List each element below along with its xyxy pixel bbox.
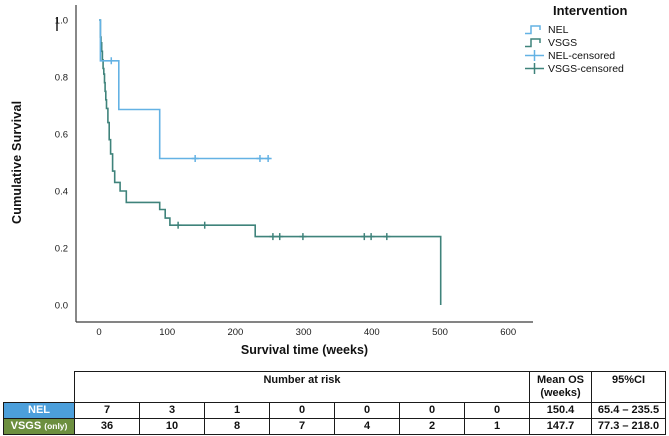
censored-plus-icon [525,50,544,61]
x-tick-label: 600 [500,327,516,338]
legend-item-label: VSGS-censored [548,62,624,75]
risk-count-cell: 8 [204,418,270,435]
row-label-vsgs: VSGS (only) [3,418,75,435]
survival-curve-nel [99,19,271,160]
legend-title: Intervention [553,3,628,18]
legend-item-nel-censored: NEL-censored [524,49,669,62]
risk-count-cell: 4 [334,418,400,435]
y-tick-label: 0.8 [55,73,68,84]
ci-cell: 65.4 – 235.5 [591,402,666,419]
y-tick-label: 0.4 [55,187,68,198]
risk-row-vsgs: VSGS (only) 36 10 8 7 4 2 1 147.7 77.3 – 218.0 [3,418,666,435]
x-tick-label: 100 [159,327,175,338]
header-mean-os-line1: Mean OS [536,374,585,386]
km-plot: 0 100 200 300 400 500 600 0.0 0.2 0.4 0.6 0.8 1.0 [55,5,533,338]
y-tick-label: 0.2 [55,244,68,255]
x-tick-label: 0 [96,327,101,338]
mean-os-cell: 147.7 [529,418,592,435]
risk-count-cell: 7 [74,402,140,419]
legend: Intervention NEL VSGS NEL-censored VSGS-cen… [524,3,669,75]
y-tick-label: 0.0 [55,301,68,312]
ci-cell: 77.3 – 218.0 [591,418,666,435]
y-axis-title: Cumulative Survival [10,100,24,225]
legend-item-label: NEL [548,23,569,36]
step-line-icon [525,25,541,35]
risk-row-nel: NEL 7 3 1 0 0 0 0 150.4 65.4 – 235.5 [3,402,666,419]
risk-count-cell: 10 [139,418,205,435]
header-mean-os-line2: (weeks) [540,387,581,399]
y-tick-label: 1.0 [55,16,68,27]
risk-table: Number at risk Mean OS (weeks) 95%CI NEL 7 3 1 0… [3,371,666,435]
risk-count-cell: 2 [399,418,465,435]
x-tick-label: 500 [432,327,448,338]
row-label-nel: NEL [3,402,75,419]
legend-item-label: NEL-censored [548,49,616,62]
risk-count-cell: 3 [139,402,205,419]
header-number-at-risk: Number at risk [74,371,530,403]
survival-curve-vsgs [99,19,442,305]
table-corner-blank [3,371,75,403]
x-tick-label: 400 [364,327,380,338]
y-tick-label: 0.6 [55,130,68,141]
risk-count-cell: 0 [399,402,465,419]
risk-count-cell: 1 [464,418,530,435]
legend-items: NEL VSGS NEL-censored VSGS-censored [524,23,669,75]
risk-count-cell: 0 [464,402,530,419]
x-tick-label: 300 [296,327,312,338]
censored-plus-icon [525,63,544,74]
x-axis-title: Survival time (weeks) [240,343,369,357]
row-label-suffix: (only) [44,421,68,431]
legend-item-vsgs-censored: VSGS-censored [524,62,669,75]
mean-os-cell: 150.4 [529,402,592,419]
number-at-risk-table: Number at risk Mean OS (weeks) 95%CI NEL 7 3 1 0… [3,371,666,435]
legend-item-nel: NEL [524,23,669,36]
risk-count-cell: 7 [269,418,335,435]
legend-item-vsgs: VSGS [524,36,669,49]
x-tick-label: 200 [227,327,243,338]
step-line-icon [525,38,541,48]
risk-count-cell: 0 [269,402,335,419]
header-mean-os: Mean OS (weeks) [529,371,592,403]
legend-item-label: VSGS [548,36,578,49]
risk-count-cell: 0 [334,402,400,419]
risk-count-cell: 1 [204,402,270,419]
risk-count-cell: 36 [74,418,140,435]
header-95ci: 95%CI [591,371,666,403]
